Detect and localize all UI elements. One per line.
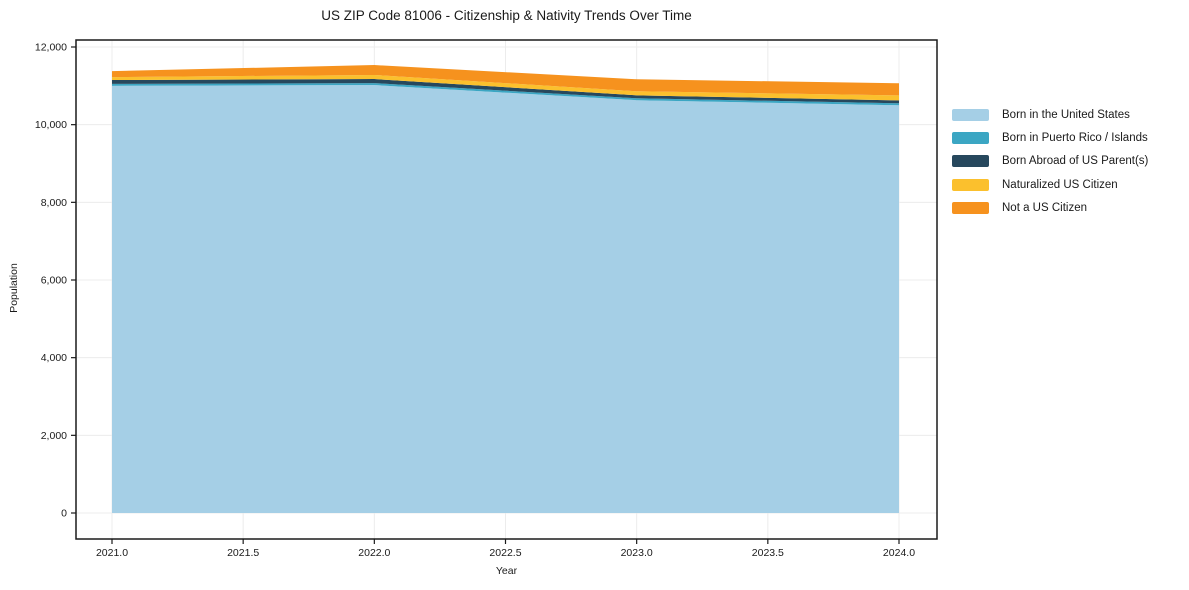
legend-item: Born Abroad of US Parent(s) — [952, 150, 1148, 173]
legend-swatch-icon — [952, 108, 989, 121]
y-tick-label: 0 — [61, 508, 67, 520]
legend-item: Born in Puerto Rico / Islands — [952, 126, 1148, 149]
legend-swatch-icon — [952, 131, 989, 144]
x-axis-label: Year — [495, 565, 518, 577]
y-axis-label: Population — [8, 263, 20, 313]
area-series — [112, 83, 899, 106]
legend-swatch-icon — [952, 155, 989, 168]
plot-frame — [75, 39, 938, 540]
legend-item: Not a US Citizen — [952, 196, 1148, 219]
chart-title: US ZIP Code 81006 - Citizenship & Nativi… — [321, 8, 692, 23]
legend-swatch-icon — [952, 178, 989, 191]
legend-label: Born in the United States — [1002, 108, 1130, 121]
x-tick-label: 2024.0 — [883, 547, 915, 559]
legend-label: Not a US Citizen — [1002, 201, 1088, 214]
x-tick-label: 2021.5 — [227, 547, 259, 559]
area-series — [112, 74, 899, 101]
y-tick-label: 2,000 — [41, 430, 67, 442]
legend-label: Born in Puerto Rico / Islands — [1002, 131, 1148, 144]
legend-label: Born Abroad of US Parent(s) — [1002, 155, 1149, 168]
y-tick-label: 6,000 — [41, 275, 67, 287]
x-tick-label: 2021.0 — [96, 547, 128, 559]
legend-label: Naturalized US Citizen — [1002, 178, 1118, 191]
y-tick-label: 4,000 — [41, 352, 67, 364]
area-series — [112, 65, 899, 96]
legend-swatch-icon — [952, 201, 989, 214]
y-tick-label: 12,000 — [35, 42, 67, 54]
x-tick-label: 2023.0 — [621, 547, 653, 559]
area-series — [112, 79, 899, 104]
legend-item: Born in the United States — [952, 103, 1148, 126]
legend: Born in the United States Born in Puerto… — [952, 103, 1148, 219]
area-series — [112, 85, 899, 513]
x-tick-label: 2023.5 — [752, 547, 784, 559]
legend-item: Naturalized US Citizen — [952, 173, 1148, 196]
x-tick-label: 2022.0 — [358, 547, 390, 559]
x-tick-label: 2022.5 — [489, 547, 521, 559]
y-tick-label: 10,000 — [35, 119, 67, 131]
y-tick-label: 8,000 — [41, 197, 67, 209]
